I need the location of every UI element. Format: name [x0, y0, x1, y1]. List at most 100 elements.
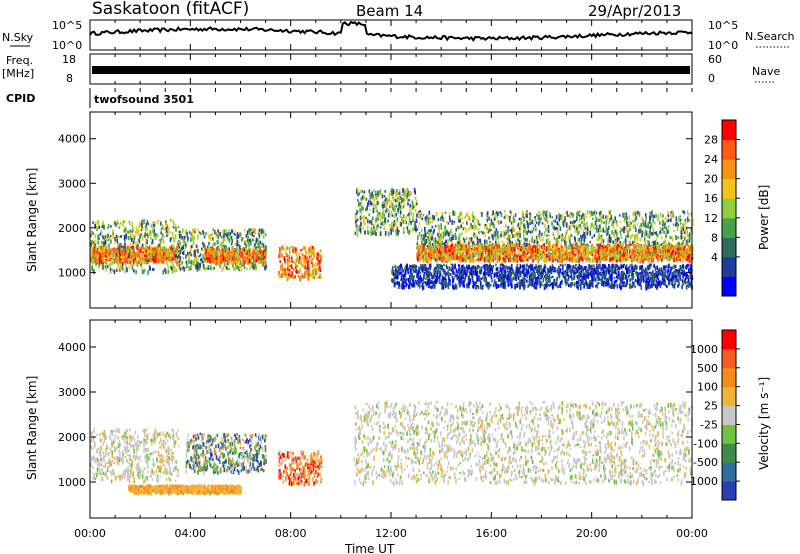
echo-cell — [470, 256, 472, 259]
echo-cell — [638, 211, 641, 217]
echo-cell — [140, 229, 143, 232]
echo-cell — [307, 259, 309, 265]
echo-cell — [416, 244, 419, 247]
echo-cell — [104, 239, 107, 244]
echo-cell — [101, 241, 104, 244]
echo-cell — [681, 233, 683, 236]
echo-cell — [207, 257, 210, 263]
echo-cell — [237, 257, 239, 262]
echo-cell — [176, 255, 179, 260]
echo-cell — [236, 261, 238, 266]
echo-cell — [101, 225, 103, 228]
echo-cell — [673, 245, 675, 249]
echo-cell — [392, 204, 395, 207]
echo-cell — [634, 241, 636, 245]
echo-cell — [142, 254, 144, 259]
echo-cell — [301, 274, 304, 279]
echo-cell — [605, 224, 607, 228]
echo-cell — [488, 243, 491, 246]
echo-cell — [408, 193, 411, 197]
echo-cell — [578, 214, 581, 217]
echo-cell — [618, 214, 621, 217]
echo-cell — [427, 235, 429, 240]
echo-cell — [371, 191, 373, 196]
echo-cell — [614, 241, 616, 243]
echo-cell — [141, 237, 144, 241]
echo-cell — [184, 229, 187, 235]
echo-cell — [127, 235, 130, 241]
echo-cell — [254, 229, 256, 235]
echo-cell — [578, 250, 580, 256]
echo-cell — [312, 257, 315, 260]
echo-cell — [301, 247, 304, 251]
echo-cell — [439, 258, 442, 262]
echo-cell — [377, 190, 379, 195]
echo-cell — [438, 245, 441, 249]
echo-cell — [545, 227, 548, 232]
echo-cell — [656, 247, 659, 252]
echo-cell — [398, 188, 401, 194]
echo-cell — [207, 256, 210, 259]
echo-cell — [372, 189, 375, 192]
echo-cell — [247, 241, 250, 247]
echo-cell — [145, 223, 148, 227]
echo-cell — [313, 272, 316, 277]
echo-cell — [561, 239, 563, 242]
echo-cell — [210, 233, 212, 236]
echo-cell — [455, 250, 457, 254]
echo-cell — [144, 261, 146, 265]
echo-cell — [243, 264, 246, 268]
echo-cell — [378, 190, 380, 194]
echo-cell — [659, 230, 662, 234]
echo-cell — [371, 202, 373, 206]
echo-cell — [128, 265, 131, 270]
echo-cell — [290, 245, 292, 249]
echo-cell — [675, 247, 678, 252]
echo-cell — [394, 198, 397, 203]
echo-cell — [677, 223, 679, 227]
echo-cell — [570, 233, 572, 237]
echo-cell — [221, 252, 223, 257]
echo-cell — [557, 245, 559, 250]
echo-cell — [528, 239, 531, 243]
echo-cell — [563, 236, 565, 240]
echo-cell — [213, 253, 216, 257]
echo-cell — [382, 211, 384, 215]
echo-cell — [662, 256, 664, 261]
echo-cell — [124, 249, 127, 254]
echo-cell — [662, 228, 664, 233]
echo-cell — [154, 248, 157, 251]
echo-cell — [304, 264, 306, 270]
echo-cell — [504, 244, 506, 249]
echo-cell — [692, 218, 694, 223]
echo-cell — [440, 250, 442, 256]
echo-cell — [598, 218, 600, 223]
echo-cell — [423, 233, 425, 239]
echo-cell — [484, 239, 486, 244]
echo-cell — [412, 227, 414, 232]
echo-cell — [480, 230, 483, 233]
echo-cell — [92, 250, 94, 254]
echo-cell — [580, 240, 583, 244]
echo-cell — [283, 257, 286, 262]
echo-cell — [100, 260, 103, 265]
echo-cell — [227, 255, 229, 258]
echo-cell — [395, 212, 397, 215]
echo-cell — [566, 210, 569, 216]
echo-cell — [121, 254, 124, 257]
echo-cell — [103, 237, 105, 241]
echo-cell — [292, 249, 294, 253]
echo-cell — [641, 249, 644, 253]
echo-cell — [178, 260, 181, 264]
echo-cell — [557, 231, 559, 236]
echo-cell — [461, 232, 463, 236]
echo-cell — [262, 243, 265, 248]
echo-cell — [311, 268, 314, 273]
echo-cell — [386, 202, 389, 205]
echo-cell — [235, 257, 237, 263]
echo-cell — [465, 227, 467, 233]
echo-cell — [175, 254, 177, 259]
echo-cell — [621, 249, 624, 254]
echo-cell — [477, 255, 479, 258]
echo-cell — [652, 259, 654, 263]
